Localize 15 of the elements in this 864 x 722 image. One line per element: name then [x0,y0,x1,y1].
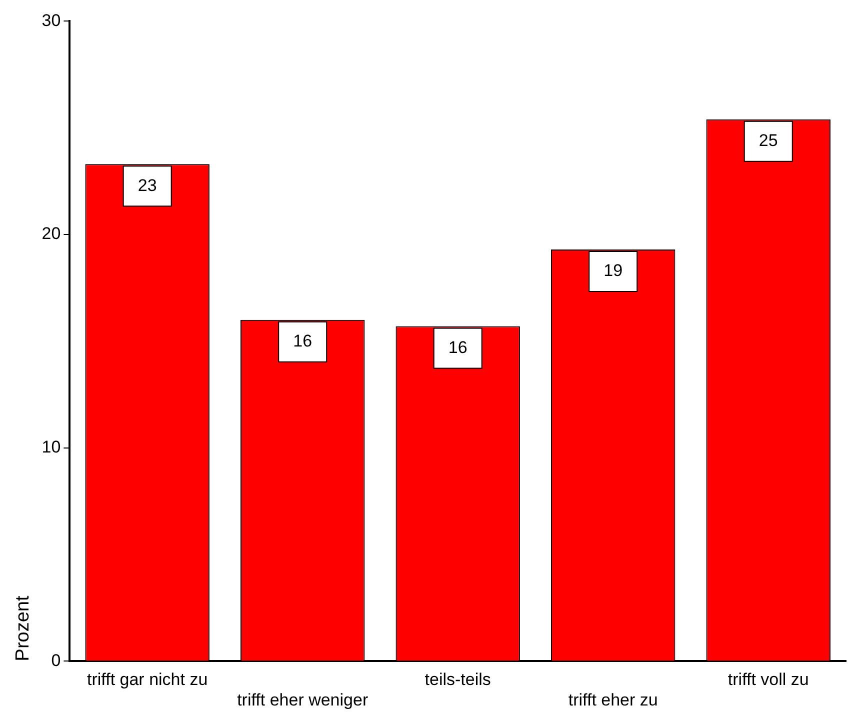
x-tick-label: trifft eher weniger [237,690,368,710]
y-tick-label: 20 [42,224,61,244]
x-tick-label: trifft eher zu [568,690,658,710]
data-label: 16 [448,338,468,357]
y-tick-label: 0 [51,650,61,670]
data-label: 25 [758,131,778,150]
x-tick-label: trifft voll zu [728,670,809,690]
y-tick-label: 10 [42,438,61,457]
y-tick-label: 30 [42,10,61,30]
x-tick-label: trifft gar nicht zu [87,670,208,690]
data-label: 23 [138,176,157,195]
data-label: 16 [293,332,312,351]
y-axis-title: Prozent [12,595,34,662]
data-label: 19 [604,261,623,280]
x-tick-label: teils-teils [424,670,491,690]
